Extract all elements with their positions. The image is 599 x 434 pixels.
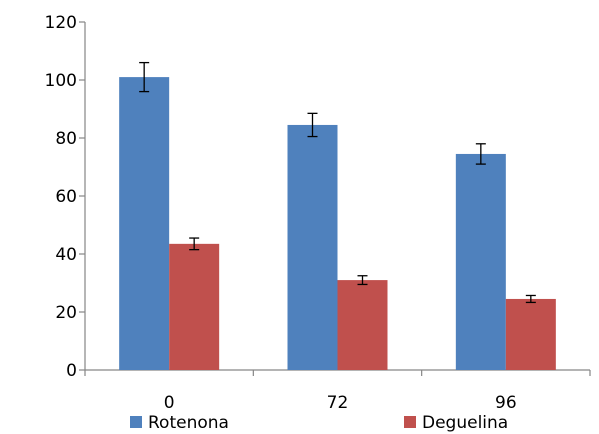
x-tick-label: 96 xyxy=(495,393,517,413)
bar-rotenona-96 xyxy=(455,153,506,370)
y-tick-label: 40 xyxy=(55,245,77,265)
y-tick-label: 0 xyxy=(66,361,77,381)
y-axis: 0 20 40 60 80 100 120 xyxy=(45,13,86,381)
y-tick-label: 60 xyxy=(55,187,77,207)
y-tick-label: 80 xyxy=(55,129,77,149)
bars xyxy=(119,77,556,370)
y-tick-label: 20 xyxy=(55,303,77,323)
x-tick-label: 72 xyxy=(327,393,349,413)
x-axis: 0 72 96 xyxy=(84,369,591,413)
error-bars xyxy=(139,61,536,304)
legend-swatch-deguelina xyxy=(404,416,416,428)
bar-rotenona-72 xyxy=(287,124,338,370)
x-tick-label: 0 xyxy=(164,393,175,413)
bar-deguelina-72 xyxy=(337,280,388,370)
legend-label-deguelina: Deguelina xyxy=(422,413,508,433)
y-tick-label: 120 xyxy=(45,13,77,33)
bar-deguelina-0 xyxy=(169,243,220,370)
y-tick-label: 100 xyxy=(45,71,77,91)
bar-rotenona-0 xyxy=(119,77,170,370)
legend-swatch-rotenona xyxy=(130,416,142,428)
legend-label-rotenona: Rotenona xyxy=(148,413,229,433)
legend: Rotenona Deguelina xyxy=(130,413,508,433)
bar-deguelina-96 xyxy=(505,298,556,370)
